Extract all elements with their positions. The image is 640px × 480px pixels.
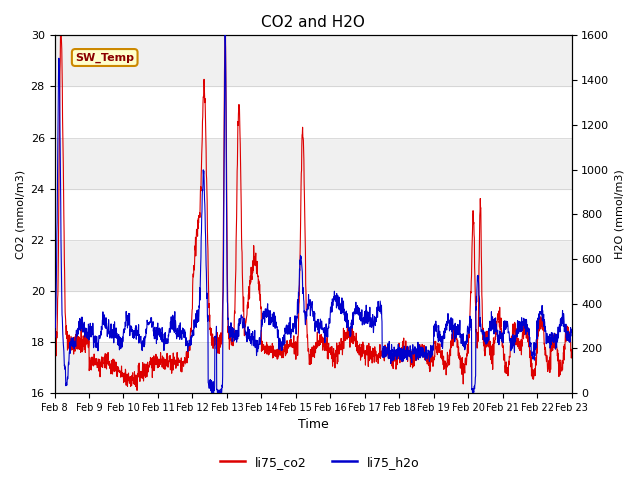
Bar: [54, 240, 572, 291]
Title: CO2 and H2O: CO2 and H2O: [261, 15, 365, 30]
X-axis label: Time: Time: [298, 419, 328, 432]
Legend: li75_co2, li75_h2o: li75_co2, li75_h2o: [215, 451, 425, 474]
Y-axis label: CO2 (mmol/m3): CO2 (mmol/m3): [15, 169, 25, 259]
Bar: [54, 342, 572, 393]
Y-axis label: H2O (mmol/m3): H2O (mmol/m3): [615, 169, 625, 259]
Bar: [54, 291, 572, 342]
Bar: [54, 189, 572, 240]
Bar: [54, 138, 572, 189]
Text: SW_Temp: SW_Temp: [76, 52, 134, 63]
Bar: [54, 86, 572, 138]
Bar: [54, 36, 572, 86]
